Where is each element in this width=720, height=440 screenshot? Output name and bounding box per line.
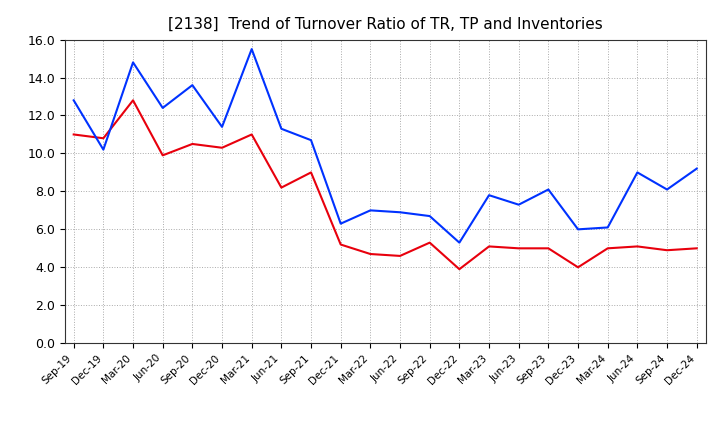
Trade Payables xyxy=(99,147,108,152)
Trade Receivables xyxy=(485,244,493,249)
Trade Payables xyxy=(574,227,582,232)
Line: Trade Receivables: Trade Receivables xyxy=(73,100,697,269)
Trade Payables xyxy=(69,98,78,103)
Trade Payables xyxy=(662,187,671,192)
Trade Receivables xyxy=(99,136,108,141)
Trade Payables xyxy=(158,105,167,110)
Trade Payables xyxy=(514,202,523,207)
Trade Payables xyxy=(603,225,612,230)
Trade Receivables xyxy=(188,141,197,147)
Title: [2138]  Trend of Turnover Ratio of TR, TP and Inventories: [2138] Trend of Turnover Ratio of TR, TP… xyxy=(168,16,603,32)
Trade Receivables xyxy=(129,98,138,103)
Trade Payables xyxy=(544,187,553,192)
Trade Receivables xyxy=(455,267,464,272)
Trade Receivables xyxy=(336,242,345,247)
Line: Trade Payables: Trade Payables xyxy=(73,49,697,242)
Trade Payables xyxy=(336,221,345,226)
Trade Payables xyxy=(188,82,197,88)
Trade Receivables xyxy=(633,244,642,249)
Trade Payables xyxy=(633,170,642,175)
Trade Receivables xyxy=(366,251,374,257)
Trade Payables xyxy=(217,124,226,129)
Trade Payables xyxy=(396,209,405,215)
Trade Receivables xyxy=(69,132,78,137)
Trade Payables xyxy=(426,213,434,219)
Trade Receivables xyxy=(574,264,582,270)
Trade Payables xyxy=(248,47,256,52)
Trade Payables xyxy=(693,166,701,171)
Trade Receivables xyxy=(603,246,612,251)
Trade Receivables xyxy=(158,153,167,158)
Trade Receivables xyxy=(248,132,256,137)
Trade Payables xyxy=(129,60,138,65)
Trade Receivables xyxy=(277,185,286,190)
Trade Receivables xyxy=(307,170,315,175)
Trade Payables xyxy=(485,193,493,198)
Trade Receivables xyxy=(396,253,405,259)
Trade Receivables xyxy=(426,240,434,245)
Trade Receivables xyxy=(662,248,671,253)
Trade Receivables xyxy=(217,145,226,150)
Trade Receivables xyxy=(544,246,553,251)
Trade Receivables xyxy=(514,246,523,251)
Trade Payables xyxy=(307,138,315,143)
Trade Payables xyxy=(277,126,286,132)
Trade Payables xyxy=(455,240,464,245)
Trade Payables xyxy=(366,208,374,213)
Trade Receivables xyxy=(693,246,701,251)
